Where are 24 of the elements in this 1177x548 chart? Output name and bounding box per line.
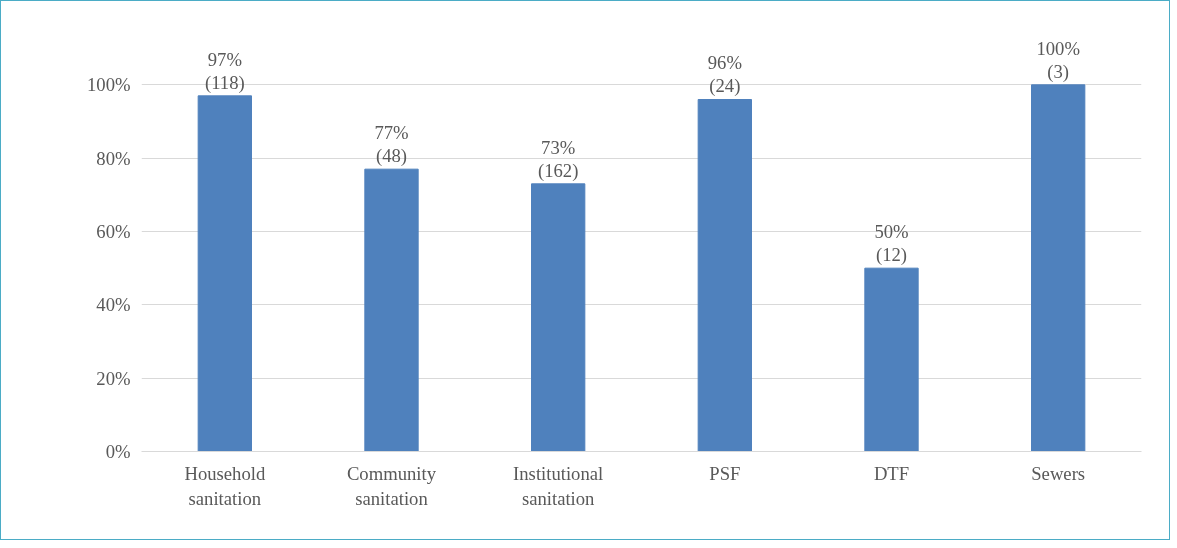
- x-tick-label: DTF: [873, 462, 910, 484]
- y-tick-label: 40%: [96, 294, 131, 316]
- data-label: 73% (162): [537, 136, 579, 182]
- data-label: 97% (118): [204, 48, 245, 94]
- bar: [531, 183, 586, 452]
- x-tick-label: Community sanitation: [346, 462, 437, 509]
- data-label: 100% (3): [1036, 37, 1080, 83]
- bar: [864, 267, 919, 452]
- data-label: 96% (24): [707, 52, 742, 98]
- bar: [1031, 84, 1086, 452]
- y-tick-label: 20%: [96, 367, 131, 389]
- x-tick-label: Sewers: [1031, 462, 1086, 484]
- y-tick-label: 100%: [86, 74, 131, 96]
- y-tick-label: 60%: [96, 221, 131, 242]
- x-tick-label: Institutional sanitation: [513, 462, 604, 509]
- x-tick-label: Household sanitation: [184, 462, 266, 509]
- bar: [697, 99, 752, 452]
- bar: [364, 168, 419, 452]
- x-tick-label: PSF: [709, 462, 741, 484]
- bar: [197, 95, 252, 452]
- data-label: 77% (48): [374, 122, 409, 168]
- y-tick-label: 80%: [96, 147, 131, 169]
- y-tick-label: 0%: [105, 441, 131, 462]
- data-label: 50% (12): [874, 221, 909, 267]
